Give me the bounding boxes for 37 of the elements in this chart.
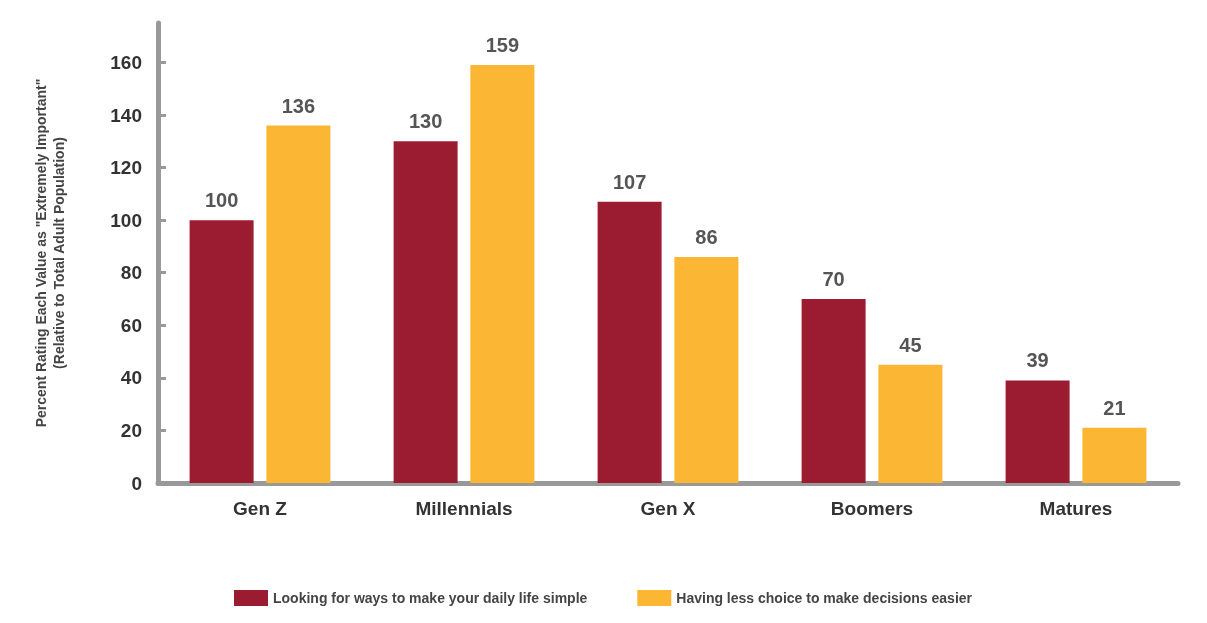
bar <box>801 299 866 483</box>
data-label: 100 <box>204 189 239 212</box>
data-label: 107 <box>612 170 647 193</box>
bar <box>266 125 331 483</box>
y-tick-label: 60 <box>120 314 142 336</box>
data-label: 21 <box>1103 396 1126 419</box>
x-tick-label: Matures <box>1039 498 1113 519</box>
data-label: 70 <box>822 268 845 290</box>
bar <box>597 201 662 483</box>
bar <box>393 141 458 483</box>
y-tick-label: 20 <box>120 419 142 441</box>
y-tick-label: 120 <box>110 157 142 179</box>
bar <box>1005 380 1070 483</box>
legend-label: Having less choice to make decisions easier <box>676 590 973 606</box>
legend-label: Looking for ways to make your daily life simple <box>273 590 588 606</box>
x-tick-label: Gen Z <box>233 498 288 519</box>
data-label: 130 <box>408 110 443 133</box>
y-tick-label: 40 <box>120 367 142 389</box>
data-label: 136 <box>281 94 316 117</box>
x-tick-label: Gen X <box>640 498 696 519</box>
data-label: 39 <box>1026 349 1049 372</box>
bar <box>1082 427 1147 483</box>
y-axis-title: Percent Rating Each Value as "Extremely Important" (Relative to Total Adult Population) <box>33 78 67 428</box>
bar <box>470 65 535 483</box>
data-label: 86 <box>695 225 718 248</box>
data-label: 159 <box>485 34 520 57</box>
bar <box>189 220 254 483</box>
bar <box>674 256 739 483</box>
x-tick-label: Millennials <box>415 498 513 519</box>
bar <box>878 364 943 483</box>
y-tick-label: 80 <box>120 262 142 284</box>
data-label: 45 <box>899 333 922 356</box>
y-tick-label: 160 <box>110 51 142 73</box>
x-tick-label: Boomers <box>830 498 914 519</box>
y-tick-label: 0 <box>131 472 142 494</box>
y-tick-label: 100 <box>110 209 142 231</box>
y-tick-label: 140 <box>110 104 142 126</box>
